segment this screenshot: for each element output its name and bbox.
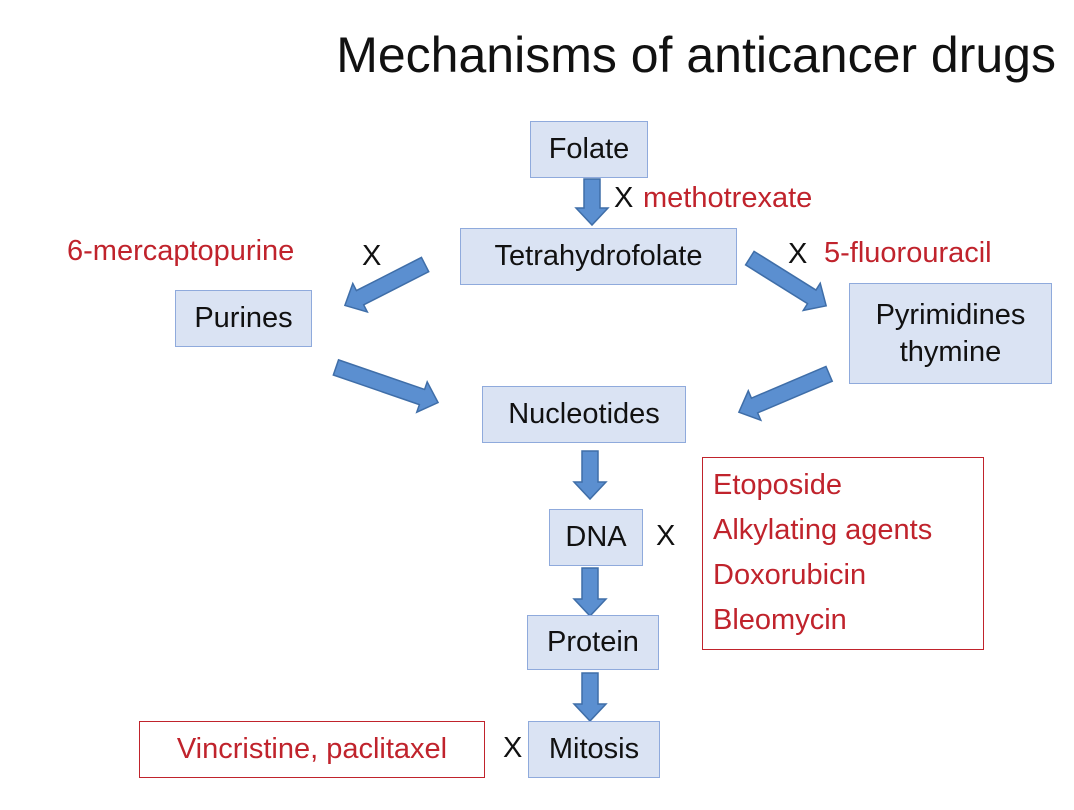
page-title: Mechanisms of anticancer drugs — [336, 27, 1056, 83]
node-pyrimidines: Pyrimidines thymine — [849, 283, 1052, 384]
block-mark-mercaptopurine: X — [362, 240, 382, 272]
drug-fluorouracil: 5-fluorouracil — [824, 237, 992, 269]
drug-doxorubicin: Doxorubicin — [713, 559, 867, 591]
arrow-pyrimidines-to-nucleotides — [737, 365, 834, 422]
drug-vincristine-paclitaxel: Vincristine, paclitaxel — [176, 733, 448, 765]
node-nucleotides-label: Nucleotides — [508, 398, 660, 431]
drug-bleomycin: Bleomycin — [713, 604, 847, 636]
node-mitosis-label: Mitosis — [548, 733, 640, 766]
node-tetrahydrofolate-label: Tetrahydrofolate — [494, 240, 703, 273]
dna-inhibitors-box: Etoposide Alkylating agents Doxorubicin … — [702, 457, 984, 650]
node-folate: Folate — [530, 121, 648, 178]
drug-mercaptopurine: 6-mercaptopurine — [67, 235, 295, 267]
node-thymine-label: thymine — [899, 335, 1002, 368]
drug-methotrexate: methotrexate — [643, 182, 813, 214]
arrow-protein-to-mitosis — [572, 672, 608, 723]
node-folate-label: Folate — [548, 133, 630, 166]
node-dna-label: DNA — [565, 521, 627, 554]
arrow-nucleotides-to-dna — [572, 450, 608, 501]
arrow-tetrahydrofolate-to-pyrimidines — [744, 250, 828, 312]
block-mark-fluorouracil: X — [788, 238, 808, 270]
drug-alkylating-agents: Alkylating agents — [713, 514, 933, 546]
node-protein-label: Protein — [547, 626, 639, 659]
block-mark-dna: X — [656, 520, 676, 552]
arrow-dna-to-protein — [572, 567, 608, 618]
node-tetrahydrofolate: Tetrahydrofolate — [460, 228, 737, 285]
mitosis-inhibitors-box: Vincristine, paclitaxel — [139, 721, 485, 778]
block-mark-methotrexate: X — [614, 182, 634, 214]
node-purines: Purines — [175, 290, 312, 347]
node-mitosis: Mitosis — [528, 721, 660, 778]
node-nucleotides: Nucleotides — [482, 386, 686, 443]
node-purines-label: Purines — [194, 302, 293, 335]
arrow-tetrahydrofolate-to-purines — [343, 256, 430, 314]
node-protein: Protein — [527, 615, 659, 670]
node-dna: DNA — [549, 509, 643, 566]
arrow-purines-to-nucleotides — [332, 358, 440, 414]
block-mark-mitosis: X — [503, 732, 523, 764]
arrow-folate-to-tetrahydrofolate — [574, 178, 610, 227]
node-pyrimidines-label: Pyrimidines — [875, 299, 1026, 332]
drug-etoposide: Etoposide — [713, 469, 842, 501]
